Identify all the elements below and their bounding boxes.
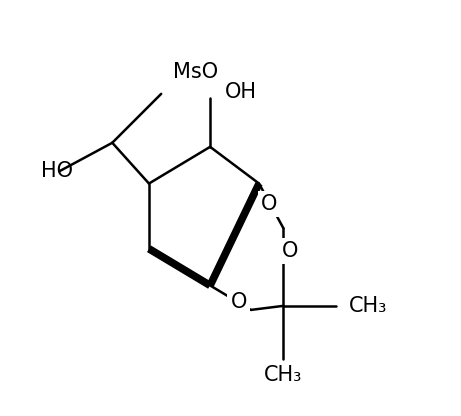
Text: O: O bbox=[281, 241, 298, 261]
Text: CH₃: CH₃ bbox=[264, 365, 303, 385]
Text: MsO: MsO bbox=[173, 62, 219, 82]
Text: O: O bbox=[230, 292, 247, 312]
Text: HO: HO bbox=[41, 161, 73, 181]
Text: O: O bbox=[261, 194, 278, 214]
Text: O: O bbox=[281, 241, 298, 261]
Text: O: O bbox=[230, 292, 247, 312]
Text: CH₃: CH₃ bbox=[349, 296, 387, 316]
Text: O: O bbox=[261, 194, 278, 214]
Text: OH: OH bbox=[225, 82, 256, 102]
